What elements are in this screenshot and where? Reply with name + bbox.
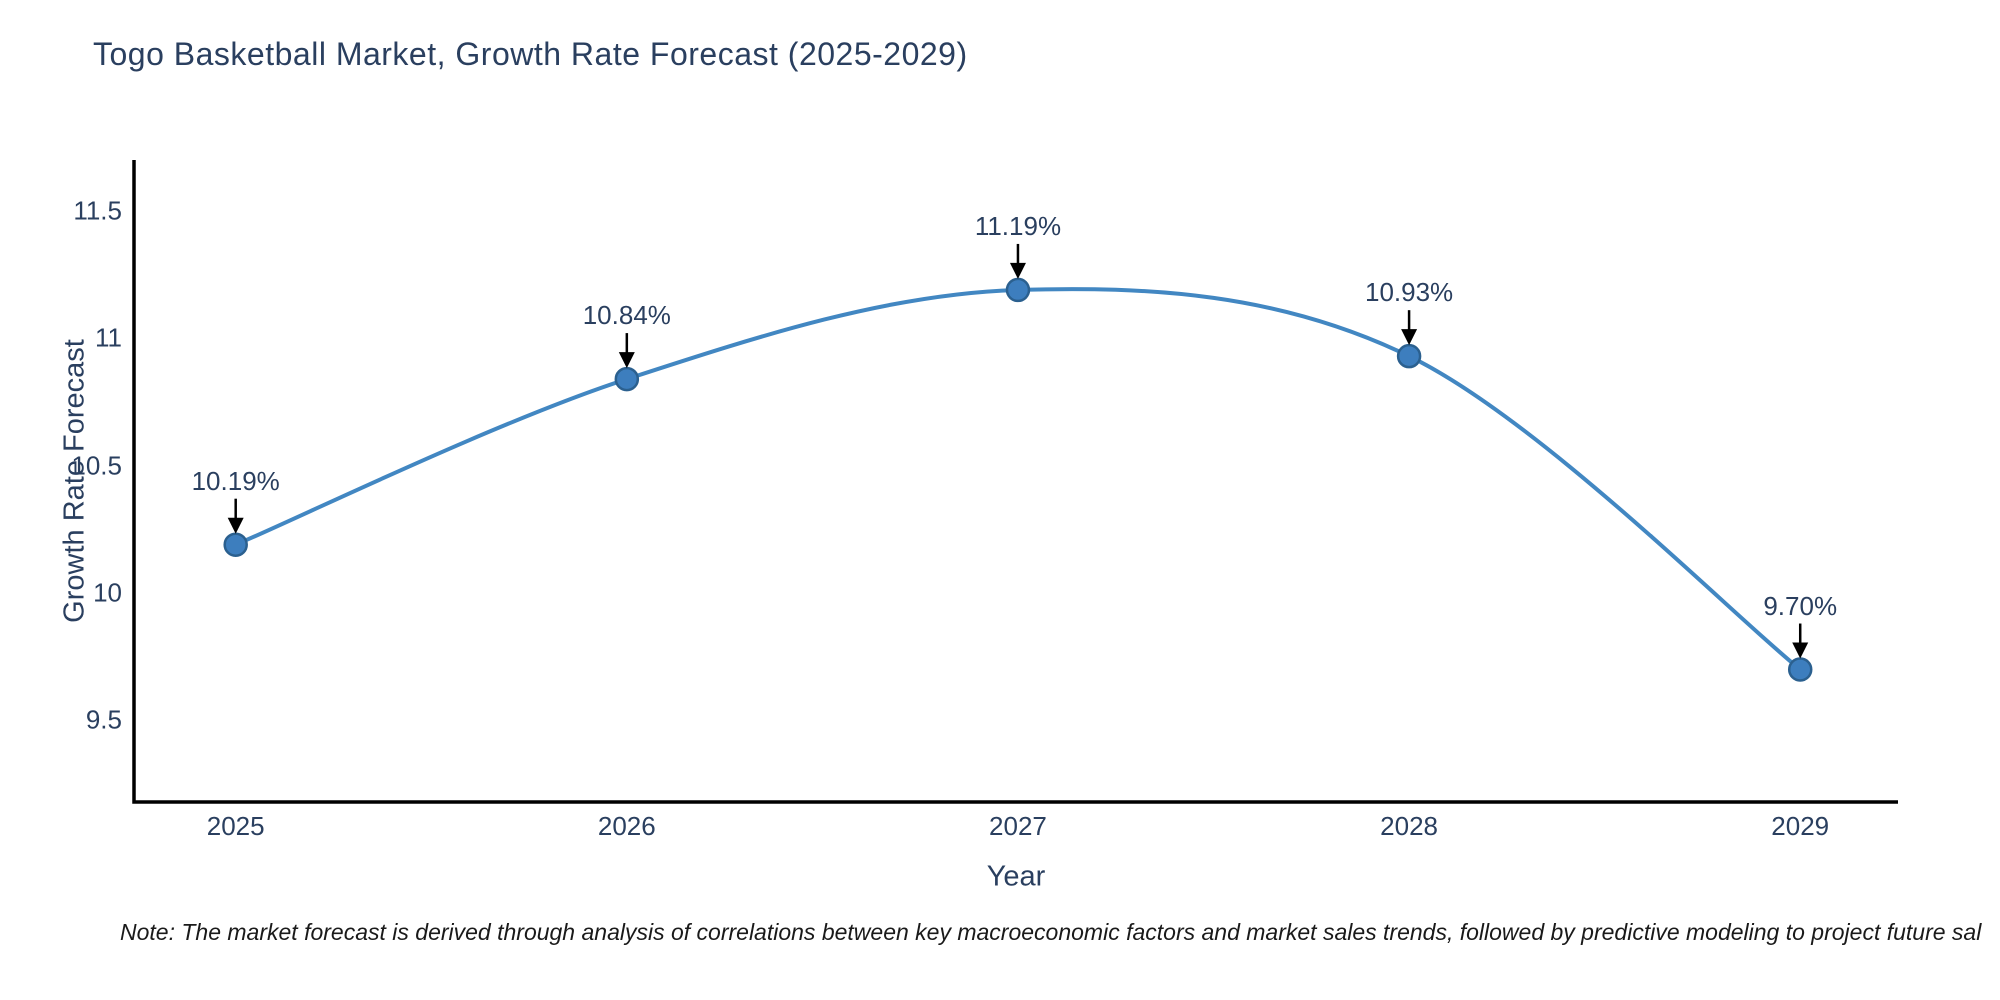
y-axis-tick-label: 11.5 bbox=[73, 195, 122, 226]
data-point-marker bbox=[1396, 343, 1422, 369]
y-axis-tick-label: 10.5 bbox=[71, 450, 122, 481]
annotation-arrow-head bbox=[227, 517, 244, 534]
point-value-label: 9.70% bbox=[1763, 590, 1838, 621]
point-value-label: 10.84% bbox=[582, 300, 671, 331]
point-value-label: 10.19% bbox=[191, 465, 280, 496]
x-axis-tick-label: 2025 bbox=[206, 811, 265, 841]
x-axis-tick-label: 2029 bbox=[1771, 811, 1830, 841]
x-axis-tick-label: 2028 bbox=[1380, 811, 1438, 841]
annotation-arrow-head bbox=[1792, 642, 1809, 659]
chart-title: Togo Basketball Market, Growth Rate Fore… bbox=[93, 36, 968, 72]
x-axis-tick-label: 2027 bbox=[989, 811, 1047, 841]
point-value-label: 11.19% bbox=[974, 210, 1062, 241]
axis-lines bbox=[132, 160, 1898, 804]
y-axis-tick-label: 9.5 bbox=[85, 704, 122, 735]
footnote-text: Note: The market forecast is derived thr… bbox=[120, 919, 1982, 945]
point-value-label: 10.93% bbox=[1364, 277, 1454, 308]
data-point-marker bbox=[1005, 277, 1031, 303]
y-axis-tick-label: 10 bbox=[93, 577, 122, 608]
data-point-marker bbox=[1787, 657, 1813, 682]
annotation-arrow-head bbox=[618, 352, 635, 369]
data-point-marker bbox=[614, 366, 640, 392]
data-point-marker bbox=[223, 532, 248, 557]
annotation-arrow-head bbox=[1009, 262, 1026, 279]
y-axis-tick-label: 11 bbox=[95, 322, 122, 353]
forecast-line bbox=[234, 287, 1802, 672]
x-axis-tick-label: 2026 bbox=[597, 811, 656, 841]
x-axis-title: Year bbox=[986, 860, 1046, 893]
annotation-arrow-head bbox=[1401, 329, 1418, 346]
